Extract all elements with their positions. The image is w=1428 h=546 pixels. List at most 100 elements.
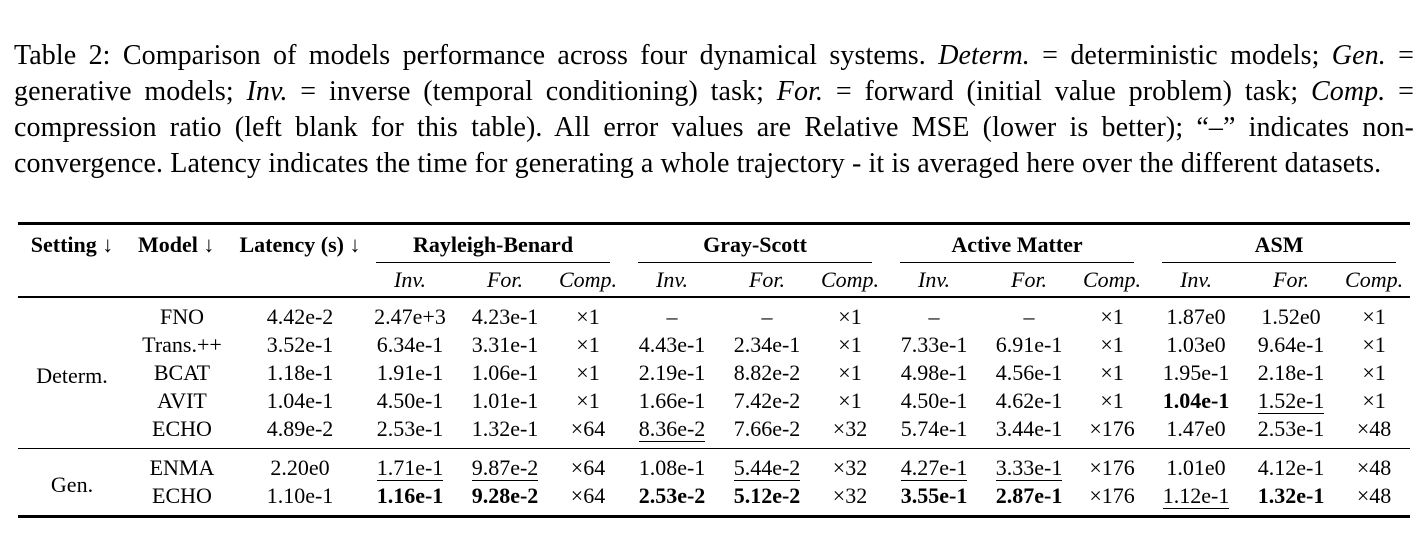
group-name: Rayleigh-Benard [412,232,574,257]
data-cell: – [886,297,982,331]
data-cell: 1.03e0 [1148,331,1244,359]
subcol-header-asm-comp: Comp. [1345,267,1404,292]
group-header-gray-scott: Gray-Scott [624,224,886,263]
cell-value: ×176 [1089,416,1135,441]
data-cell: 9.87e-2 [458,449,552,483]
cell-value: 2.19e-1 [638,360,706,385]
data-cell: 1.01e-1 [458,387,552,415]
col-header-model: Model ↓ [138,232,215,257]
data-cell: 4.98e-1 [886,359,982,387]
cell-value: ×32 [832,455,868,480]
data-cell: ×48 [1338,482,1410,517]
cell-value: – [761,304,773,329]
data-cell: 4.23e-1 [458,297,552,331]
data-cell: 2.19e-1 [624,359,720,387]
cell-model: AVIT [157,388,207,413]
cell-value: 1.52e-1 [1257,388,1325,414]
data-cell: 1.95e-1 [1148,359,1244,387]
data-cell: 8.82e-2 [720,359,814,387]
data-cell: ×32 [814,415,886,449]
data-cell: – [624,297,720,331]
cell-value: 1.52e0 [1261,304,1321,329]
cell-value: 1.06e-1 [471,360,539,385]
results-table: Setting ↓ Model ↓ Latency (s) ↓ Rayleigh-Be… [18,222,1411,518]
cell-model: FNO [159,304,204,329]
data-cell: ×1 [1076,331,1148,359]
subcol-header-rayleigh-benard-inv: Inv. [394,267,426,292]
data-cell: 1.01e0 [1148,449,1244,483]
cell-value: 4.56e-1 [995,360,1063,385]
cell-value: 1.01e0 [1166,455,1226,480]
cell-value: 2.53e-2 [638,483,706,508]
cell-value: ×1 [576,304,600,329]
cell-value: 2.87e-1 [995,483,1063,508]
data-cell: 2.53e-2 [624,482,720,517]
data-cell: 9.64e-1 [1244,331,1338,359]
cell-value: ×1 [838,360,862,385]
data-cell: ×1 [1338,297,1410,331]
data-cell: 5.44e-2 [720,449,814,483]
cell-value: – [928,304,940,329]
caption-segment: = compression ratio (left blank for this… [14,76,1415,179]
data-cell: 6.91e-1 [982,331,1076,359]
cell-value: ×1 [1362,304,1386,329]
data-cell: ×176 [1076,449,1148,483]
cell-value: ×48 [1356,483,1392,508]
data-cell: 1.08e-1 [624,449,720,483]
data-cell: ×1 [814,331,886,359]
cell-value: ×64 [570,483,606,508]
data-cell: ×64 [552,482,624,517]
cell-value: 5.12e-2 [733,483,801,508]
cell-value: 1.71e-1 [376,455,444,481]
data-cell: 9.28e-2 [458,482,552,517]
data-cell: ×32 [814,449,886,483]
data-cell: 1.91e-1 [362,359,458,387]
data-cell: 2.34e-1 [720,331,814,359]
cell-value: – [666,304,678,329]
cell-value: 1.01e-1 [471,388,539,413]
table-row-fno: Determ. FNO 4.42e-2 2.47e+3 4.23e-1 ×1 – – ×1 – – ×… [18,297,1410,388]
subcol-header-asm-for: For. [1273,267,1310,292]
setting-label: Determ. [36,362,108,388]
caption-segment: Table 2: Comparison of models performanc… [14,40,939,71]
table-row-echo: ECHO 1.10e-1 1.16e-1 9.28e-2 ×64 2.53e-2 5.12e… [18,482,1410,517]
data-cell: 1.16e-1 [362,482,458,517]
data-cell: ×1 [1076,387,1148,415]
cell-latency: 1.10e-1 [266,483,334,508]
data-cell: 5.74e-1 [886,415,982,449]
cell-value: 1.32e-1 [471,416,539,441]
caption-segment: Determ. [938,40,1030,71]
data-cell: 4.12e-1 [1244,449,1338,483]
cell-model: Trans.++ [142,332,222,357]
header-row-subcolumns: Inv. For. Comp. Inv. For. Comp. Inv. For. Comp. I… [18,263,1410,297]
cell-value: 1.12e-1 [1162,483,1230,509]
subcol-header-active-matter-comp: Comp. [1083,267,1142,292]
cell-value: 4.62e-1 [995,388,1063,413]
cell-value: ×1 [1362,332,1386,357]
data-cell: 3.31e-1 [458,331,552,359]
cell-value: 3.55e-1 [900,483,968,508]
data-cell: ×1 [1338,331,1410,359]
cell-value: 6.34e-1 [376,332,444,357]
cell-value: 9.28e-2 [471,483,539,508]
cell-value: 3.31e-1 [471,332,539,357]
cell-latency: 1.04e-1 [266,388,334,413]
data-cell: 3.44e-1 [982,415,1076,449]
data-cell: ×1 [1338,387,1410,415]
data-cell: ×1 [1076,359,1148,387]
data-cell: 2.47e+3 [362,297,458,331]
cell-value: ×1 [576,388,600,413]
cell-value: ×48 [1356,455,1392,480]
cell-value: 4.27e-1 [900,455,968,481]
cell-latency: 4.89e-2 [266,416,334,441]
table-row-avit: AVIT 1.04e-1 4.50e-1 1.01e-1 ×1 1.66e-1 7.42e-… [18,387,1410,415]
cell-value: ×1 [1100,304,1124,329]
cell-value: 2.53e-1 [1257,416,1325,441]
data-cell: 4.56e-1 [982,359,1076,387]
cell-value: ×1 [1100,332,1124,357]
data-cell: 1.52e0 [1244,297,1338,331]
data-cell: 4.50e-1 [362,387,458,415]
table-wrapper: Setting ↓ Model ↓ Latency (s) ↓ Rayleigh-Be… [18,222,1411,518]
subcol-header-gray-scott-inv: Inv. [656,267,688,292]
caption-segment: For. [776,76,824,107]
